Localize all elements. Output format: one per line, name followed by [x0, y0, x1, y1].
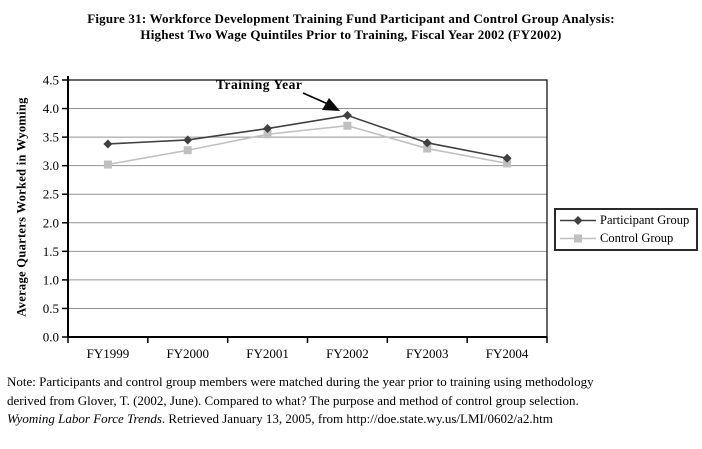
x-tick-label: FY2001	[246, 346, 289, 361]
x-tick-label: FY1999	[87, 346, 130, 361]
x-tick-label: FY2002	[326, 346, 369, 361]
legend-item-control: Control Group	[559, 231, 693, 246]
control-legend-square	[574, 234, 582, 243]
chart-title-line1: Figure 31: Workforce Development Trainin…	[87, 11, 615, 26]
source-note: Note: Participants and control group mem…	[7, 373, 699, 429]
note-line3-rest: . Retrieved January 13, 2005, from http:…	[161, 411, 553, 426]
x-tick-label: FY2003	[406, 346, 449, 361]
y-tick-label: 4.0	[43, 101, 59, 116]
note-line3: Wyoming Labor Force Trends. Retrieved Ja…	[7, 410, 699, 429]
participant-data-point	[263, 124, 273, 134]
participant-series-line	[107, 114, 508, 160]
control-data-point	[503, 159, 512, 168]
annotation-arrowhead	[322, 98, 340, 111]
participant-data-point	[342, 110, 352, 120]
control-data-point	[183, 146, 192, 155]
y-tick-label: 0.5	[43, 301, 59, 316]
control-data-point	[263, 130, 272, 139]
participant-data-point	[422, 138, 432, 148]
annotation-arrow-line	[302, 92, 329, 105]
y-tick-label: 1.5	[43, 244, 59, 259]
x-tick-label: FY2000	[166, 346, 209, 361]
chart-legend: Participant Group Control Group	[554, 208, 698, 251]
control-series-marker-icon	[560, 234, 596, 243]
chart-title: Figure 31: Workforce Development Trainin…	[0, 11, 702, 43]
y-tick-label: 3.5	[43, 130, 59, 145]
legend-label-participant: Participant Group	[600, 213, 690, 227]
training-year-annotation: Training Year	[216, 77, 303, 92]
control-series-line	[107, 124, 508, 166]
y-tick-label: 4.5	[43, 73, 59, 88]
note-line1: Note: Participants and control group mem…	[7, 374, 594, 389]
x-tick-label: FY2004	[486, 346, 529, 361]
participant-data-point	[502, 153, 512, 163]
control-data-point	[343, 121, 352, 130]
chart-title-line2: Highest Two Wage Quintiles Prior to Trai…	[140, 27, 562, 42]
participant-data-point	[103, 139, 113, 149]
note-line2: derived from Glover, T. (2002, June). Co…	[7, 392, 579, 408]
y-tick-label: 1.0	[43, 272, 59, 287]
participant-data-point	[183, 135, 193, 145]
plot-border	[67, 79, 548, 338]
control-data-point	[103, 160, 112, 169]
legend-label-control: Control Group	[600, 231, 674, 245]
y-tick-label: 0.0	[43, 330, 59, 345]
legend-item-participant: Participant Group	[559, 213, 693, 228]
y-tick-label: 2.5	[43, 187, 59, 202]
y-tick-label: 3.0	[43, 158, 59, 173]
y-axis-title: Average Quarters Worked in Wyoming	[14, 97, 29, 317]
y-tick-label: 2.0	[43, 215, 59, 230]
participant-series-marker-icon	[560, 216, 596, 225]
control-data-point	[423, 144, 432, 153]
note-journal-title: Wyoming Labor Force Trends	[7, 411, 162, 426]
participant-legend-diamond	[573, 216, 583, 225]
